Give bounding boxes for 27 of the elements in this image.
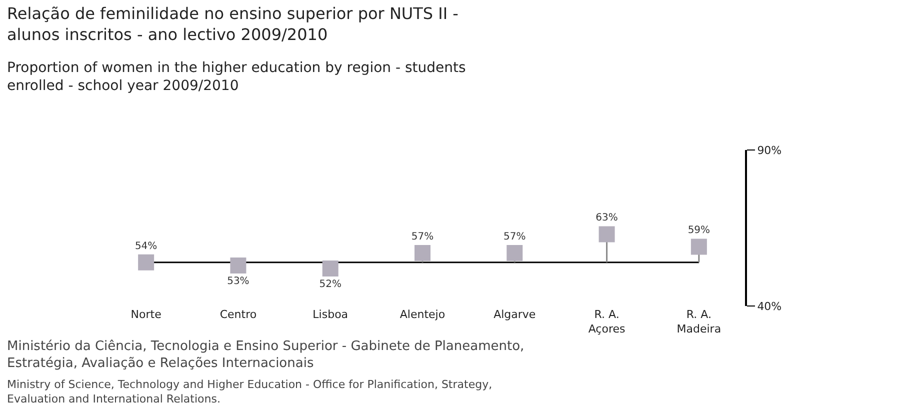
point	[598, 226, 615, 242]
x-tick-label: R. A. Açores	[588, 308, 626, 336]
x-tick-label: Algarve	[494, 308, 536, 321]
point	[414, 244, 430, 261]
data-label: 57%	[411, 231, 434, 242]
y-tick-label: 90%	[757, 144, 782, 157]
text: Ministério da Ciência, Tecnologia e Ensino Superior - Gabinete de Planeamento, Estratégia, Avaliação e Relações Internacionais	[7, 339, 524, 371]
data-label: 52%	[319, 279, 342, 290]
data-label: 53%	[227, 276, 250, 287]
point	[690, 238, 707, 255]
point	[322, 260, 338, 277]
chart-title: Relação de feminilidade no ensino superior por NUTS II - alunos inscritos - ano lectivo 2009/2010	[7, 4, 458, 44]
point	[138, 254, 154, 270]
point	[506, 244, 523, 261]
chart-subtitle: Proportion of women in the higher education by region - students enrolled - school year 2009/2010	[7, 60, 466, 94]
data-label: 59%	[688, 225, 710, 236]
x-tick-label: R. A. Madeira	[676, 308, 722, 336]
x-tick-label: Alentejo	[400, 308, 446, 321]
x-tick-label: Norte	[130, 308, 162, 321]
data-label: 54%	[134, 240, 158, 252]
data-label: 63%	[596, 212, 618, 224]
data-label: 57%	[504, 231, 526, 242]
x-tick-label: Centro	[220, 308, 257, 321]
y-tick-label: 40%	[757, 300, 782, 313]
x-tick-label: Lisboa	[312, 308, 348, 321]
text: Ministry of Science, Technology and Higher Education - Office for Planification, Strategy, Evaluation and International Relations.	[7, 378, 492, 406]
point	[230, 257, 246, 274]
